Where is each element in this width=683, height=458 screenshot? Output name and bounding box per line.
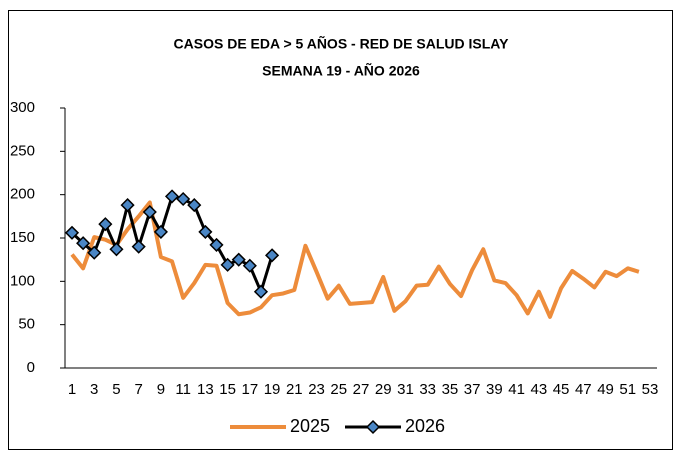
point-marker — [253, 284, 269, 299]
x-tick-label: 9 — [157, 381, 165, 398]
x-tick-label: 47 — [575, 381, 592, 398]
y-tick-label: 50 — [18, 316, 35, 333]
point-marker — [187, 198, 202, 213]
y-tick-label: 300 — [10, 99, 35, 116]
series-line — [70, 200, 640, 319]
point-marker — [242, 258, 257, 273]
point-marker — [231, 252, 246, 267]
x-tick-label: 11 — [175, 381, 191, 398]
point-marker — [265, 248, 280, 263]
y-tick-label: 250 — [10, 142, 35, 159]
x-tick-label: 7 — [135, 381, 143, 398]
point-marker — [120, 198, 135, 213]
x-tick-label: 15 — [219, 381, 236, 398]
x-tick-label: 37 — [464, 381, 481, 398]
x-tick-label: 35 — [442, 381, 459, 398]
x-tick-label: 27 — [353, 381, 370, 398]
chart-border — [8, 10, 673, 450]
point-marker — [98, 217, 113, 232]
x-tick-label: 5 — [112, 381, 120, 398]
x-tick-label: 19 — [264, 381, 281, 398]
x-tick-label: 49 — [597, 381, 614, 398]
x-tick-label: 13 — [197, 381, 214, 398]
legend-marker — [365, 419, 381, 435]
point-marker — [142, 204, 157, 220]
y-tick-label: 200 — [10, 186, 35, 203]
x-tick-label: 43 — [531, 381, 548, 398]
x-tick-label: 17 — [242, 381, 259, 398]
legend-label: 2025 — [290, 416, 330, 436]
y-tick-label: 100 — [10, 272, 35, 289]
x-tick-label: 25 — [330, 381, 347, 398]
x-tick-label: 41 — [508, 381, 525, 398]
x-tick-label: 21 — [286, 381, 303, 398]
point-marker — [198, 224, 213, 239]
legend-label: 2026 — [405, 416, 445, 436]
x-tick-label: 29 — [375, 381, 392, 398]
x-tick-label: 33 — [419, 381, 436, 398]
x-tick-label: 39 — [486, 381, 503, 398]
point-marker — [76, 236, 91, 251]
point-marker — [64, 225, 80, 240]
chart-subtitle: SEMANA 19 - AÑO 2026 — [262, 62, 420, 79]
x-tick-label: 23 — [308, 381, 325, 398]
point-marker — [153, 224, 168, 239]
y-tick-label: 150 — [10, 229, 35, 246]
x-tick-label: 1 — [68, 381, 76, 398]
x-tick-label: 31 — [397, 381, 414, 398]
point-marker — [87, 245, 102, 260]
x-tick-label: 53 — [642, 381, 659, 398]
x-tick-label: 51 — [619, 381, 636, 398]
chart-title: CASOS DE EDA > 5 AÑOS - RED DE SALUD ISL… — [174, 35, 510, 52]
point-marker — [164, 189, 180, 204]
point-marker — [176, 191, 191, 207]
x-tick-label: 45 — [553, 381, 570, 398]
x-tick-label: 3 — [90, 381, 98, 398]
point-marker — [209, 237, 224, 252]
point-marker — [109, 242, 124, 257]
point-marker — [131, 239, 146, 254]
point-marker — [220, 257, 235, 272]
y-tick-label: 0 — [27, 359, 35, 376]
